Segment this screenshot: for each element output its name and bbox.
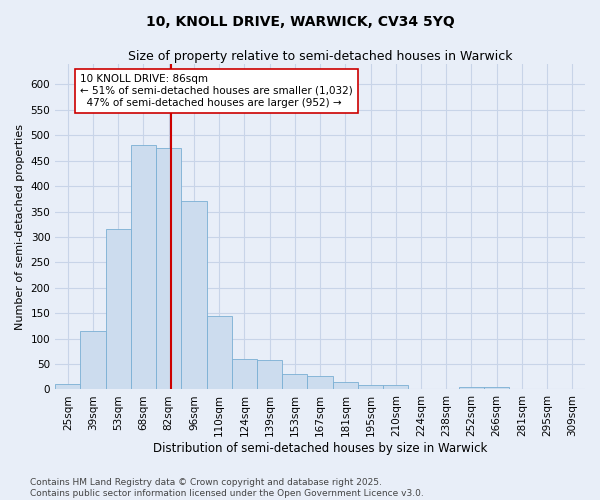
Bar <box>232 359 257 390</box>
Title: Size of property relative to semi-detached houses in Warwick: Size of property relative to semi-detach… <box>128 50 512 63</box>
Bar <box>383 386 409 390</box>
Bar <box>131 146 156 390</box>
Bar <box>358 386 383 390</box>
Bar <box>332 382 358 390</box>
Text: 10 KNOLL DRIVE: 86sqm
← 51% of semi-detached houses are smaller (1,032)
  47% of: 10 KNOLL DRIVE: 86sqm ← 51% of semi-deta… <box>80 74 353 108</box>
Bar <box>80 331 106 390</box>
Bar <box>55 384 80 390</box>
X-axis label: Distribution of semi-detached houses by size in Warwick: Distribution of semi-detached houses by … <box>153 442 487 455</box>
Bar <box>282 374 307 390</box>
Bar <box>307 376 332 390</box>
Bar <box>181 202 206 390</box>
Bar <box>459 387 484 390</box>
Y-axis label: Number of semi-detached properties: Number of semi-detached properties <box>15 124 25 330</box>
Bar <box>206 316 232 390</box>
Bar <box>257 360 282 390</box>
Bar <box>106 230 131 390</box>
Bar <box>484 387 509 390</box>
Text: Contains HM Land Registry data © Crown copyright and database right 2025.
Contai: Contains HM Land Registry data © Crown c… <box>30 478 424 498</box>
Bar <box>156 148 181 390</box>
Text: 10, KNOLL DRIVE, WARWICK, CV34 5YQ: 10, KNOLL DRIVE, WARWICK, CV34 5YQ <box>146 15 454 29</box>
